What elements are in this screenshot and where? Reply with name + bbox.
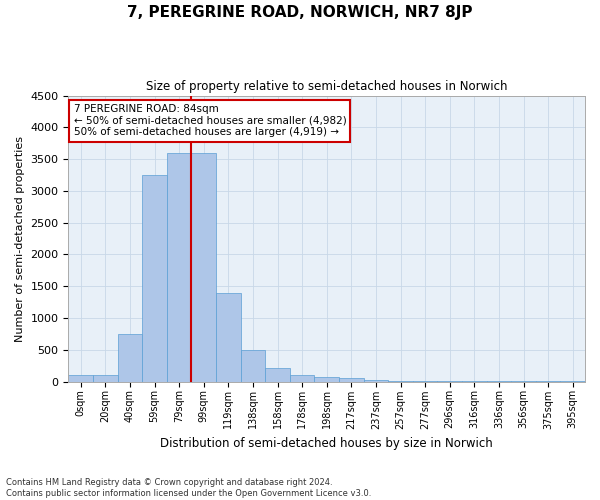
Title: Size of property relative to semi-detached houses in Norwich: Size of property relative to semi-detach… [146,80,508,93]
Bar [265,368,290,382]
Bar [314,377,339,382]
Y-axis label: Number of semi-detached properties: Number of semi-detached properties [15,136,25,342]
Bar [142,175,167,382]
Bar [241,350,265,382]
Bar [167,153,191,382]
X-axis label: Distribution of semi-detached houses by size in Norwich: Distribution of semi-detached houses by … [160,437,493,450]
Bar [388,381,413,382]
Bar [364,380,388,382]
Bar [339,378,364,382]
Bar [290,374,314,382]
Bar [216,292,241,382]
Bar [68,375,93,382]
Bar [118,334,142,382]
Text: Contains HM Land Registry data © Crown copyright and database right 2024.
Contai: Contains HM Land Registry data © Crown c… [6,478,371,498]
Text: 7 PEREGRINE ROAD: 84sqm
← 50% of semi-detached houses are smaller (4,982)
50% of: 7 PEREGRINE ROAD: 84sqm ← 50% of semi-de… [74,104,346,138]
Bar [191,153,216,382]
Text: 7, PEREGRINE ROAD, NORWICH, NR7 8JP: 7, PEREGRINE ROAD, NORWICH, NR7 8JP [127,5,473,20]
Bar [93,375,118,382]
